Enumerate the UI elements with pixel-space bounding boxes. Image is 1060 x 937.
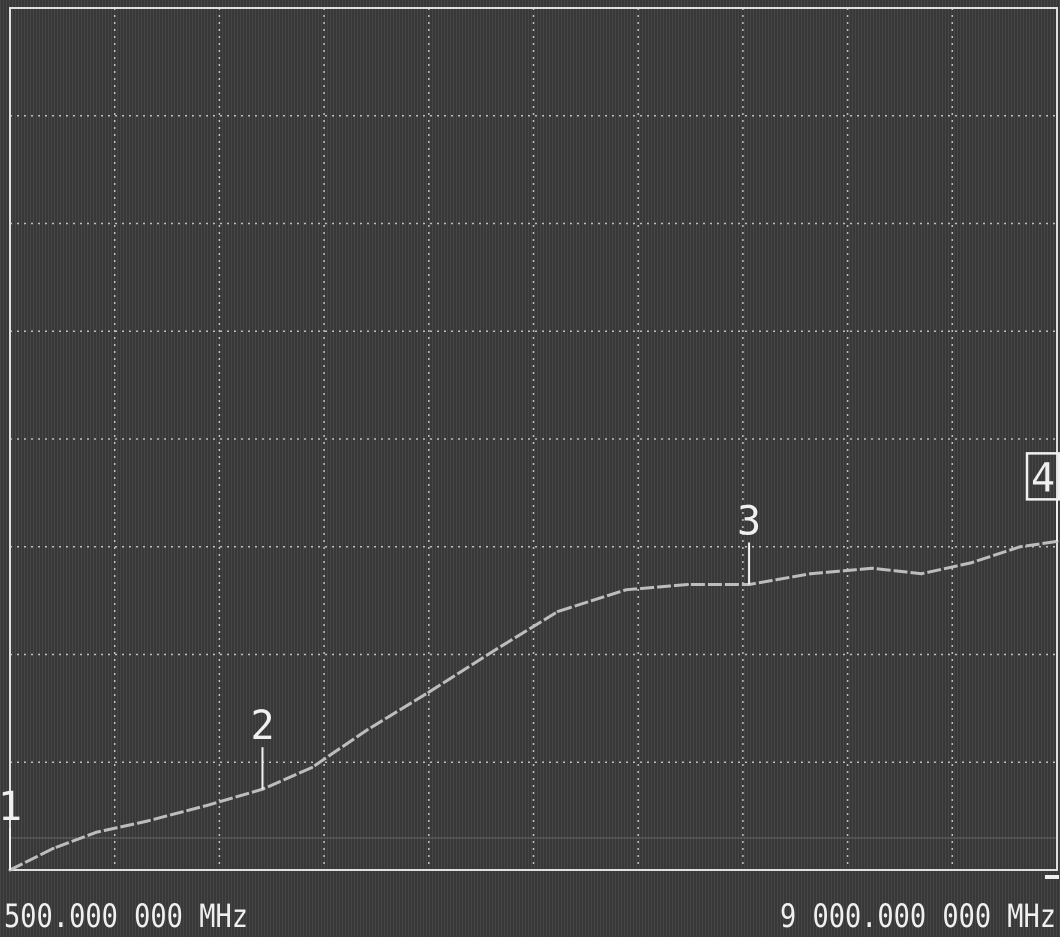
end-tick [1045, 875, 1059, 879]
trace-point [365, 728, 369, 732]
marker-layer: 1 2 3 4 [0, 452, 1060, 870]
trace-point [969, 561, 973, 565]
marker-3-label: 3 [737, 498, 761, 544]
trace-point [495, 647, 499, 651]
trace-point [310, 766, 314, 770]
marker-4-box [1025, 452, 1060, 501]
trace-point [685, 582, 689, 586]
trace-point [143, 820, 147, 824]
trace-point [920, 572, 924, 576]
trace-point [870, 566, 874, 570]
trace-point [1018, 545, 1022, 549]
trace-point [624, 588, 628, 592]
stop-frequency-label: 9 000.000 000 MHz [780, 897, 1056, 935]
marker-4-label: 4 [1031, 455, 1055, 501]
graticule-frame [9, 7, 1059, 879]
start-frequency-label: 500.000 000 MHz [4, 897, 248, 935]
trace-point [205, 803, 209, 807]
marker-2-label: 2 [250, 703, 274, 749]
marker-1-label: 1 [0, 784, 22, 830]
graticule-grid [10, 8, 1057, 870]
trace-point [427, 690, 431, 694]
trace-point [809, 572, 813, 576]
trace-point [51, 846, 55, 850]
trace-layer [8, 539, 1059, 872]
measurement-trace [9, 539, 1058, 872]
trace-point [556, 609, 560, 613]
trace-point [94, 830, 98, 834]
